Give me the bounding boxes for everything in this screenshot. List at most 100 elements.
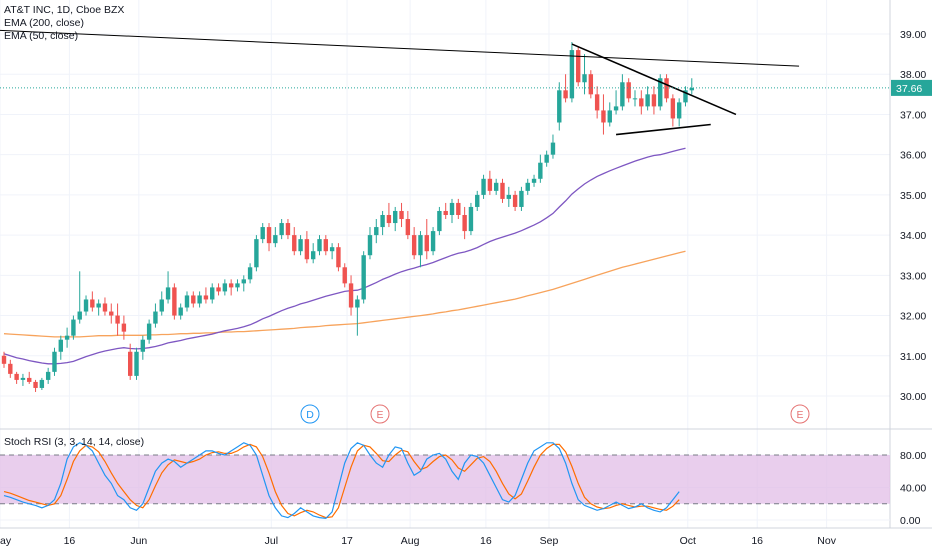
candle-body [329, 247, 335, 252]
candle-body [115, 315, 120, 324]
candle-body [77, 311, 82, 320]
price-tick-label: 38.00 [900, 69, 926, 81]
time-tick-label: 16 [480, 535, 492, 547]
candle-body [140, 339, 146, 352]
candle [140, 335, 146, 360]
candle-body [468, 206, 474, 232]
earnings-marker[interactable]: E [790, 404, 810, 424]
candle-body [367, 235, 373, 256]
candle [134, 347, 139, 380]
candle [241, 275, 246, 292]
candle [386, 202, 392, 228]
candle-body [405, 219, 411, 236]
candle-body [443, 210, 448, 215]
candle [443, 202, 448, 220]
trendline[interactable] [0, 29, 800, 67]
candle [292, 227, 297, 256]
candle-body [273, 235, 278, 244]
candle-body [645, 94, 650, 107]
trendline[interactable] [615, 123, 711, 136]
candle [235, 279, 240, 292]
candle-body [317, 239, 322, 252]
ema50-legend[interactable]: EMA (50, close) [4, 30, 79, 42]
candle-body [197, 295, 202, 304]
candle-body [266, 227, 272, 244]
candle [576, 46, 581, 87]
candle-body [184, 295, 190, 308]
trendline[interactable] [571, 43, 737, 116]
candle-body [544, 154, 549, 163]
time-tick-label: Aug [401, 535, 420, 547]
candle-body [576, 50, 581, 83]
candle-body [336, 247, 341, 268]
last-price-label: 37.66 [896, 83, 922, 95]
trendlines[interactable] [0, 29, 800, 136]
candle-body [102, 303, 108, 312]
candle [210, 283, 215, 304]
candle [83, 295, 89, 316]
candle-body [519, 190, 524, 207]
candle [670, 94, 676, 127]
candle [639, 90, 644, 115]
candle-body [260, 227, 265, 240]
time-tick-label: 17 [341, 535, 353, 547]
stoch-tick-label: 40.00 [900, 483, 926, 495]
candle [550, 134, 556, 159]
price-tick-label: 39.00 [900, 29, 926, 41]
candle-body [203, 295, 209, 300]
dividend-marker[interactable]: D [300, 404, 320, 424]
candle-body [228, 283, 234, 288]
candle [594, 86, 600, 119]
candle [393, 206, 398, 232]
candle [222, 279, 228, 296]
candle-body [191, 295, 196, 304]
candle [159, 291, 164, 316]
symbol-title[interactable]: AT&T INC, 1D, Cboe BZX [4, 4, 125, 16]
candle [52, 347, 57, 376]
candle [613, 90, 619, 115]
candle-body [481, 178, 486, 195]
candle [228, 279, 234, 296]
candle [418, 231, 423, 268]
candle [128, 343, 133, 380]
earnings-marker[interactable]: E [370, 404, 390, 424]
main-legend: AT&T INC, 1D, Cboe BZX EMA (200, close) … [4, 4, 124, 43]
last-price-line: 37.66 [0, 79, 932, 96]
candle [563, 74, 568, 103]
candle [380, 210, 385, 236]
ema50-series [3, 147, 686, 365]
time-tick-label: Jul [265, 535, 278, 547]
stoch-rsi-band [0, 455, 890, 504]
candle [355, 295, 360, 336]
dividend-marker-label: D [306, 409, 314, 421]
candlestick-series [1, 42, 694, 392]
stoch-rsi-legend[interactable]: Stoch RSI (3, 3, 14, 14, close) [4, 436, 145, 448]
candle [266, 223, 272, 252]
candle-body [33, 381, 38, 388]
candle-body [380, 215, 385, 228]
candle-body [27, 377, 32, 382]
candle [153, 303, 158, 328]
ema200-legend[interactable]: EMA (200, close) [4, 17, 84, 29]
candle-body [285, 223, 291, 236]
candle [632, 90, 638, 107]
candle [20, 373, 26, 386]
candle [601, 94, 606, 135]
candle-body [254, 239, 259, 268]
candle [424, 219, 429, 260]
candle-body [90, 299, 95, 308]
earnings-marker-circle [370, 404, 390, 424]
candle [273, 227, 278, 248]
candle [462, 206, 467, 240]
time-tick-label: Jun [130, 535, 147, 547]
earnings-marker-label: E [376, 409, 383, 421]
candle-body [418, 235, 423, 256]
candle [285, 219, 291, 240]
candle-body [121, 323, 127, 332]
stoch-k-line [3, 442, 680, 520]
candle [588, 70, 594, 99]
candle-body [639, 98, 644, 107]
candle [582, 54, 587, 95]
